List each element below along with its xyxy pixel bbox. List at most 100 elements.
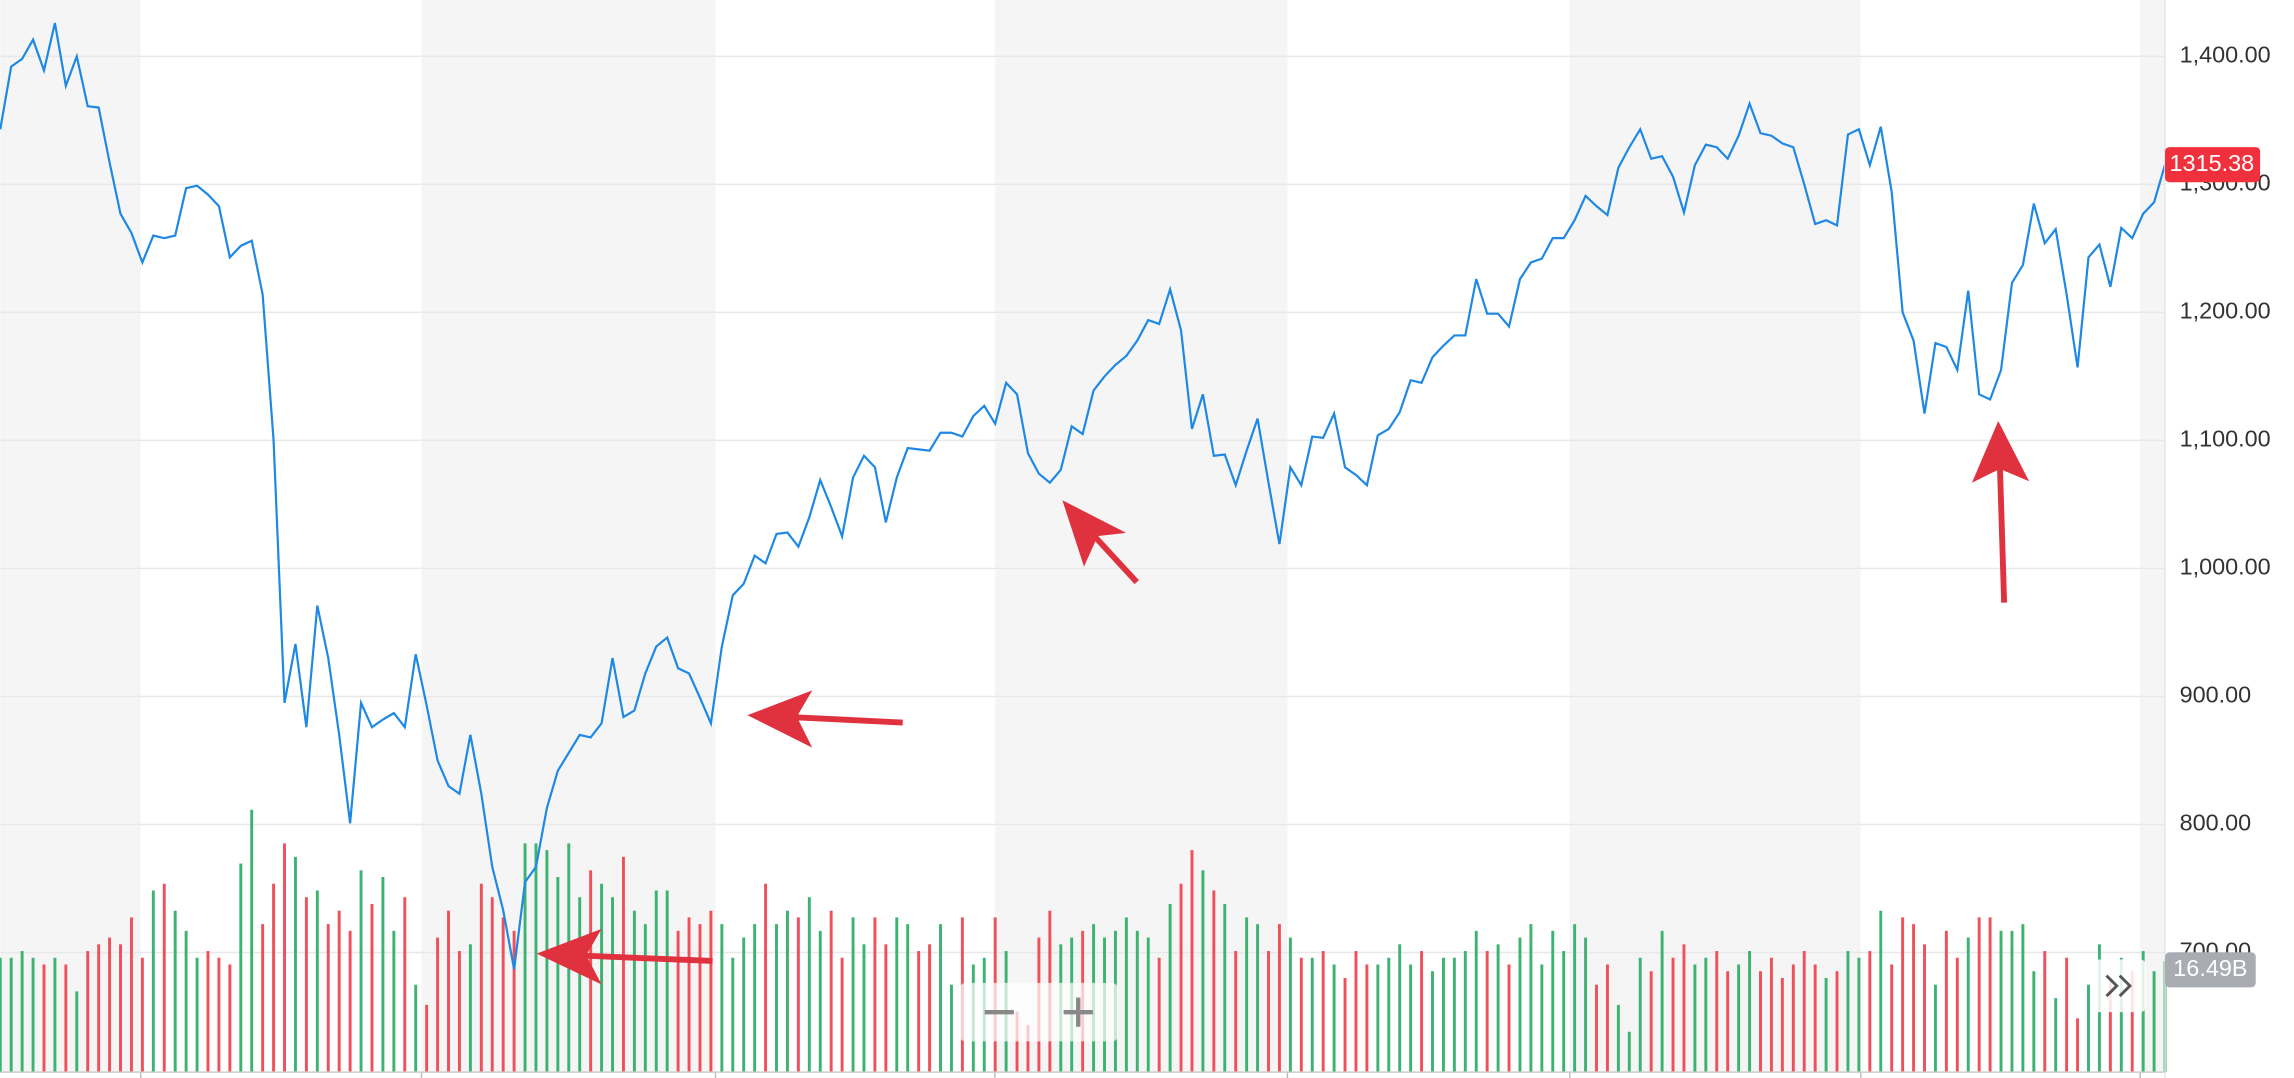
zoom-panel [959, 982, 1118, 1042]
volume-bar [1726, 971, 1730, 1073]
volume-bar [556, 877, 560, 1073]
volume-bar [42, 964, 46, 1073]
volume-bar [108, 937, 112, 1073]
volume-bar [1813, 964, 1817, 1073]
volume-bar [173, 910, 177, 1073]
arrow-head [1062, 500, 1127, 567]
volume-bar [1988, 917, 1992, 1073]
volume-bar [151, 890, 155, 1073]
volume-bar [119, 944, 122, 1073]
volume-bar [2130, 971, 2134, 1073]
volume-bar [1387, 957, 1391, 1073]
volume-bar [140, 957, 144, 1073]
volume-bar [304, 897, 308, 1073]
volume-bar [370, 903, 374, 1073]
volume-bar [1431, 971, 1434, 1073]
volume-bar [1452, 957, 1456, 1073]
volume-bar [1835, 971, 1839, 1073]
volume-bar [1551, 930, 1555, 1073]
volume-bar [315, 890, 319, 1073]
volume-bar [468, 944, 472, 1073]
volume-bar [534, 843, 538, 1073]
volume-bar [337, 910, 341, 1073]
volume-bar [1649, 971, 1653, 1073]
volume-bar [1791, 964, 1795, 1073]
volume-bar [851, 917, 855, 1073]
volume-bar [764, 883, 768, 1073]
volume-bar [1595, 984, 1598, 1073]
background-bands [139, 0, 2141, 1078]
volume-bar [2152, 971, 2156, 1073]
volume-bar [1354, 951, 1358, 1073]
volume-bar [785, 910, 789, 1073]
volume-bar [1693, 964, 1697, 1073]
volume-bar [1496, 944, 1500, 1073]
volume-bar [939, 924, 942, 1073]
y-tick-label: 1,100.00 [2180, 426, 2271, 452]
volume-bar [1671, 957, 1675, 1073]
volume-bar [1933, 984, 1937, 1073]
volume-bar [1912, 924, 1916, 1073]
y-tick-label: 1,000.00 [2180, 554, 2271, 580]
volume-bar [1299, 957, 1303, 1073]
volume-bar [381, 877, 385, 1073]
volume-bar [829, 910, 833, 1073]
volume-bar [1398, 944, 1402, 1073]
band [994, 0, 1288, 1073]
volume-bar [687, 917, 691, 1073]
volume-bar [1890, 964, 1894, 1073]
volume-bar [1376, 964, 1380, 1073]
volume-bar [1605, 964, 1609, 1073]
axis-labels: 700.00800.00900.001,000.001,100.001,200.… [2165, 42, 2271, 988]
volume-bar [1616, 1004, 1620, 1073]
volume-bar [1759, 971, 1762, 1073]
volume-bar [654, 890, 658, 1073]
chevron [2118, 974, 2132, 998]
volume-bar [512, 930, 516, 1073]
volume-bar [2076, 1018, 2080, 1073]
volume-bar [359, 870, 363, 1073]
volume-bar [1212, 890, 1216, 1073]
scroll-right[interactable] [2091, 959, 2147, 1013]
volume-bar [195, 957, 199, 1073]
volume-bar [1507, 964, 1511, 1073]
volume-bar [1168, 903, 1172, 1073]
volume-bar [2010, 930, 2014, 1073]
volume-bar [184, 930, 188, 1073]
volume-bar [1923, 944, 1926, 1073]
arrow-head [536, 928, 602, 985]
volume-bar [928, 944, 932, 1073]
volume-bar [1321, 951, 1325, 1073]
volume-bar [1015, 1011, 1019, 1073]
volume-bar [239, 863, 243, 1073]
volume-bar [217, 957, 221, 1073]
volume-bar [1234, 951, 1238, 1073]
volume-bar [1124, 917, 1128, 1073]
arrow-head [1971, 420, 2030, 483]
volume-bar [447, 910, 450, 1073]
volume-bar [523, 843, 527, 1073]
volume-bar [1157, 957, 1161, 1073]
volume-bar [1277, 924, 1281, 1073]
volume-bar [1343, 977, 1347, 1073]
volume-bar [840, 957, 844, 1073]
volume-bar [621, 856, 625, 1073]
scroll-button[interactable] [2091, 959, 2147, 1013]
volume-bar [392, 930, 396, 1073]
volume-bar [873, 917, 877, 1073]
volume-bar [665, 890, 669, 1073]
volume-bar [20, 951, 24, 1073]
volume-bar [753, 924, 757, 1073]
volume-bar [545, 850, 549, 1073]
volume-bar [1179, 883, 1183, 1073]
volume-bar [676, 930, 680, 1073]
volume-bar [1704, 957, 1708, 1073]
volume-bar [1824, 977, 1828, 1073]
volume-bar [86, 951, 90, 1073]
volume-bar [1135, 930, 1139, 1073]
volume-bar [1584, 937, 1588, 1073]
volume-bar [1715, 951, 1719, 1073]
volume-bar [403, 897, 407, 1073]
volume-bar [250, 809, 254, 1073]
